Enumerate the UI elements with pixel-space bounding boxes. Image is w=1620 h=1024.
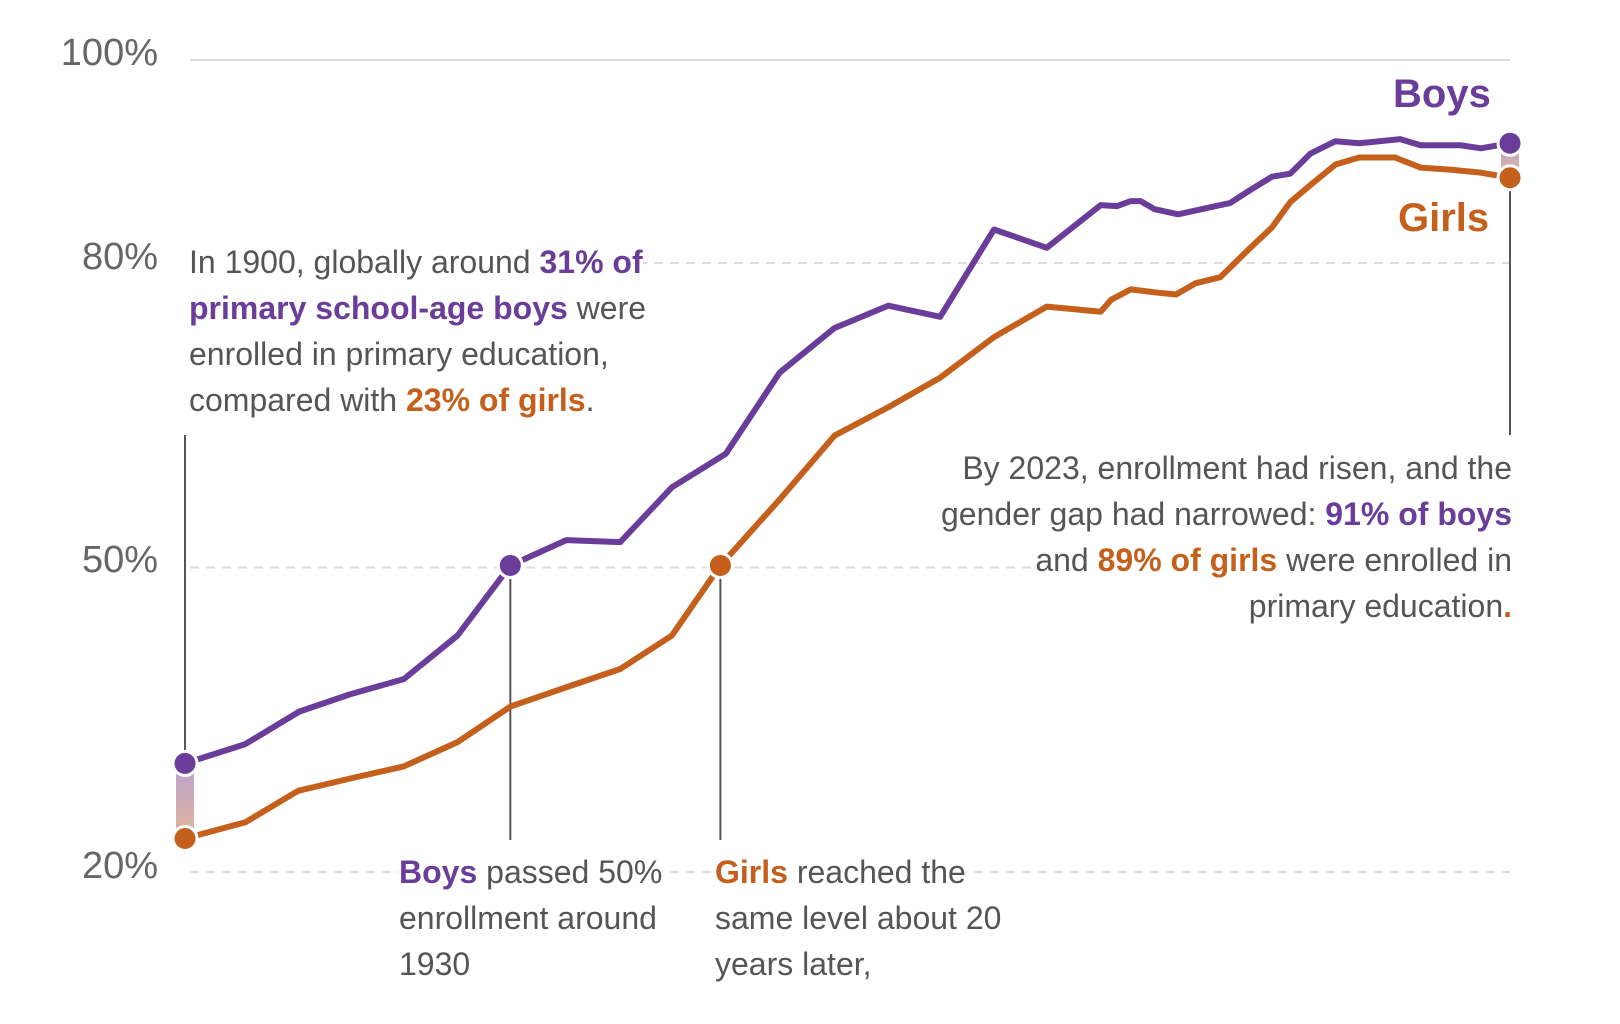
series-line-boys <box>184 136 1511 767</box>
y-tick-100: 100% <box>60 32 158 74</box>
series-label-girls: Girls <box>1398 196 1490 240</box>
ann-text: were enrolled in primary education, comp… <box>189 290 647 418</box>
annotation-2023: By 2023, enrollment had risen, and the g… <box>925 445 1512 629</box>
point-girls-1950 <box>706 551 734 579</box>
y-tick-20: 20% <box>81 845 158 887</box>
ann-text: In 1900, globally around <box>189 244 540 280</box>
series-label-boys: Boys <box>1393 72 1491 116</box>
series-line-girls <box>184 154 1511 842</box>
ann-girls: Girls <box>715 854 788 890</box>
ann-text: were enrolled in primary education <box>1248 542 1512 624</box>
annotation-1900: In 1900, globally around 31% of primary … <box>189 239 729 423</box>
ann-boys-value: 31% of primary school-age boys <box>189 244 643 326</box>
ann-text: By 2023, enrollment had risen, and the g… <box>941 450 1512 532</box>
ann-boys-value: 91% of boys <box>1325 496 1512 532</box>
annotation-1950: Girls reached the same level about 20 ye… <box>715 849 1015 987</box>
point-boys-1900 <box>171 749 199 777</box>
ann-boys: Boys <box>399 854 478 890</box>
ann-text: . <box>585 382 595 418</box>
ann-girls-value: 89% of girls <box>1097 542 1278 578</box>
ann-text: passed 50% enrollment around 1930 <box>399 854 663 982</box>
ann-girls-value: 23% of girls <box>405 382 586 418</box>
ann-period: . <box>1503 588 1512 624</box>
y-tick-50: 50% <box>81 539 158 581</box>
ann-text: and <box>1035 542 1098 578</box>
point-girls-1900 <box>171 825 199 853</box>
ann-text: reached the same level about 20 years la… <box>715 854 1002 982</box>
point-girls-2023 <box>1496 164 1524 192</box>
point-boys-2023 <box>1496 129 1524 157</box>
y-tick-80: 80% <box>81 236 158 278</box>
gap-bar-1900 <box>176 763 194 839</box>
point-boys-1930 <box>496 551 524 579</box>
annotation-1930: Boys passed 50% enrollment around 1930 <box>399 849 679 987</box>
